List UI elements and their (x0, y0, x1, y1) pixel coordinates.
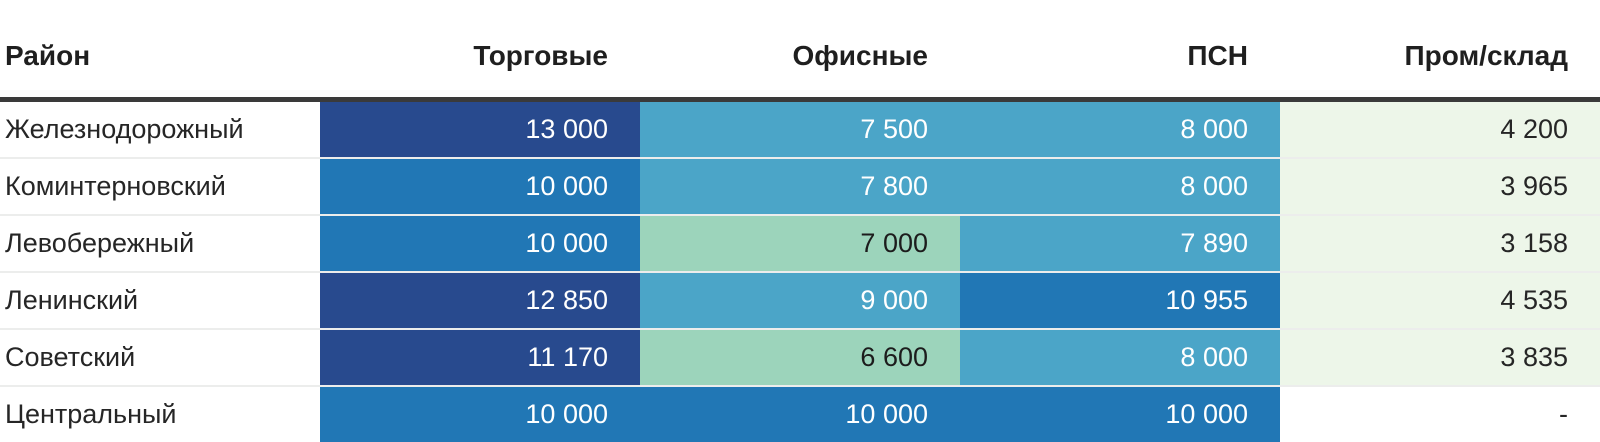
district-cell: Левобережный (0, 215, 320, 273)
value-cell: 3 965 (1280, 158, 1600, 216)
table-header: Район Торговые Офисные ПСН Пром/склад (0, 0, 1600, 102)
table-row: Ленинский 12 850 9 000 10 955 4 535 (0, 272, 1600, 330)
value-cell: 10 000 (960, 386, 1280, 442)
value-cell: 4 200 (1280, 99, 1600, 159)
district-cell: Коминтерновский (0, 158, 320, 216)
value-cell: 12 850 (320, 272, 640, 330)
value-cell: 10 000 (320, 158, 640, 216)
value-cell: 7 500 (640, 99, 960, 159)
table-row: Коминтерновский 10 000 7 800 8 000 3 965 (0, 158, 1600, 216)
header-row: Район Торговые Офисные ПСН Пром/склад (0, 0, 1600, 102)
district-cell: Центральный (5, 399, 177, 429)
table-body: Железнодорожный 13 000 7 500 8 000 4 200… (0, 99, 1600, 442)
table-row: Левобережный 10 000 7 000 7 890 3 158 (0, 215, 1600, 273)
value-cell: 8 000 (960, 158, 1280, 216)
value-cell: 13 000 (320, 99, 640, 159)
column-header-district: Район (0, 0, 320, 102)
value-cell: 7 000 (640, 215, 960, 273)
value-cell: 6 600 (640, 329, 960, 387)
district-cell: Советский (0, 329, 320, 387)
value-cell: 10 000 (320, 386, 640, 442)
value-cell: 10 000 (320, 215, 640, 273)
value-cell: 7 800 (640, 158, 960, 216)
value-cell: 10 955 (960, 272, 1280, 330)
value-cell: 3 158 (1280, 215, 1600, 273)
value-cell: - (1280, 386, 1600, 442)
column-header-office: Офисные (640, 0, 960, 102)
table-row: Центральный 10 000 10 000 10 000 - (0, 386, 1600, 442)
table-row: Железнодорожный 13 000 7 500 8 000 4 200 (0, 99, 1600, 159)
column-header-industrial: Пром/склад (1280, 0, 1600, 102)
district-cell: Железнодорожный (0, 99, 320, 159)
table-row: Советский 11 170 6 600 8 000 3 835 (0, 329, 1600, 387)
value-cell: 4 535 (1280, 272, 1600, 330)
value-cell: 3 835 (1280, 329, 1600, 387)
value-cell: 9 000 (640, 272, 960, 330)
value-cell: 11 170 (320, 329, 640, 387)
value-cell: 7 890 (960, 215, 1280, 273)
column-header-retail: Торговые (320, 0, 640, 102)
value-cell: 8 000 (960, 329, 1280, 387)
value-cell: 8 000 (960, 99, 1280, 159)
value-cell: 10 000 (640, 386, 960, 442)
column-header-psn: ПСН (960, 0, 1280, 102)
district-cell: Ленинский (0, 272, 320, 330)
